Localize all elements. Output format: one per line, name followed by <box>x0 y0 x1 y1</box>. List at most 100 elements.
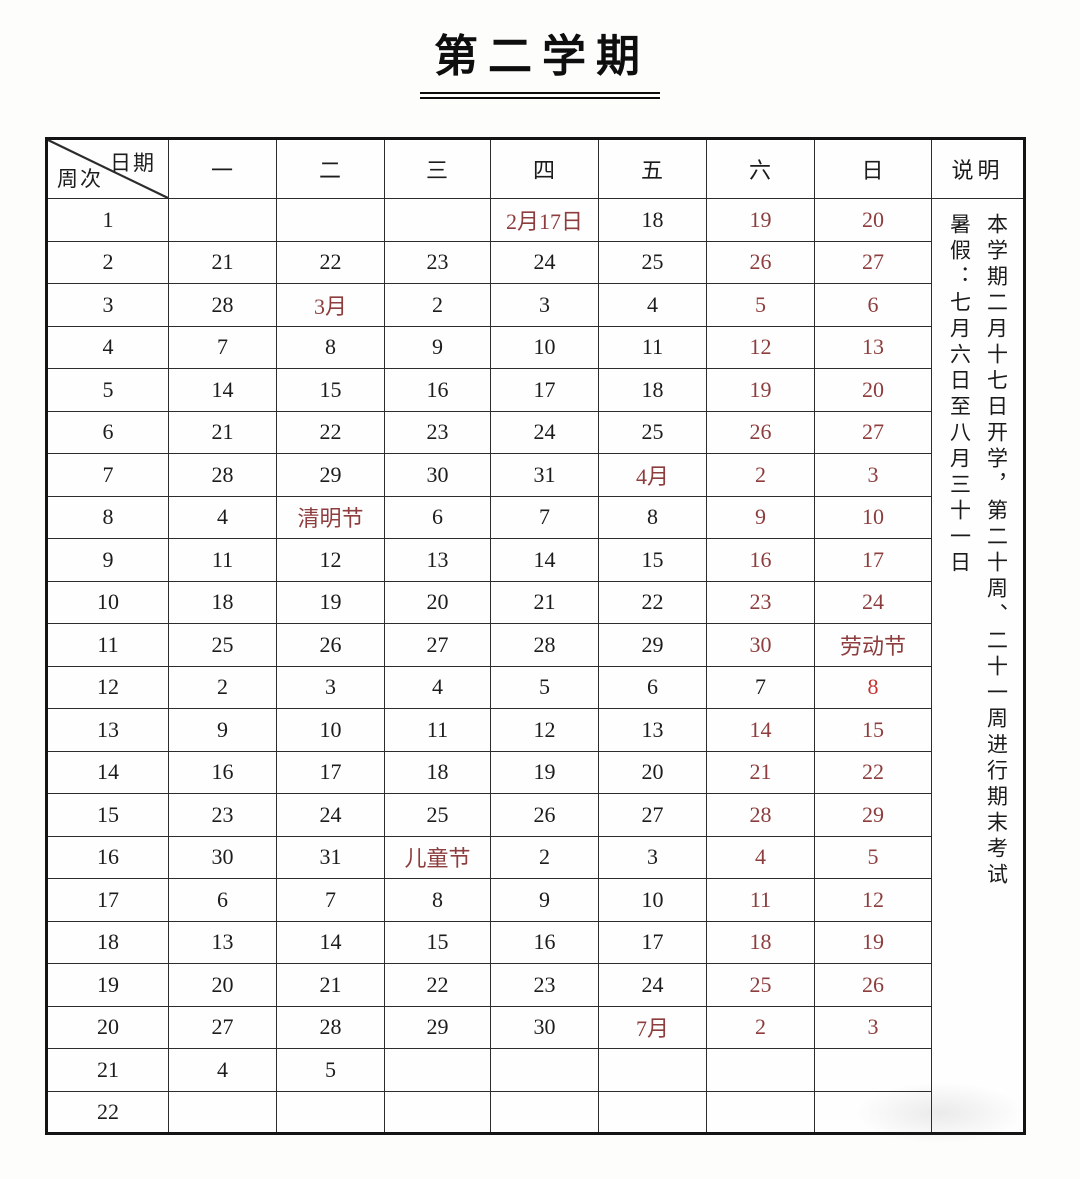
day-cell: 8 <box>598 495 707 539</box>
day-cell: 24 <box>490 410 599 454</box>
day-cell: 劳动节 <box>814 623 932 667</box>
day-cell: 18 <box>168 580 277 624</box>
day-cell: 20 <box>814 368 932 412</box>
day-cell: 12 <box>490 708 599 752</box>
week-number-cell: 18 <box>46 920 169 964</box>
day-cell: 10 <box>276 708 385 752</box>
table-row: 4 7 8 9 10 11 12 13 <box>46 325 1025 369</box>
day-cell <box>706 1048 815 1092</box>
day-cell <box>490 1090 599 1134</box>
table-row: 16 30 31 儿童节 2 3 4 5 <box>46 835 1025 879</box>
day-cell: 21 <box>490 580 599 624</box>
table-row: 18 13 14 15 16 17 18 19 <box>46 920 1025 964</box>
day-cell: 11 <box>598 325 707 369</box>
day-cell: 23 <box>168 793 277 837</box>
week-number-cell: 9 <box>46 538 169 582</box>
week-number-cell: 3 <box>46 283 169 327</box>
day-cell: 3 <box>276 665 385 709</box>
table-row: 6 21 22 23 24 25 26 27 <box>46 410 1025 454</box>
week-number-cell: 20 <box>46 1005 169 1049</box>
day-cell: 2 <box>706 1005 815 1049</box>
day-cell: 14 <box>706 708 815 752</box>
notes-header: 说明 <box>931 138 1025 199</box>
day-cell <box>168 198 277 242</box>
day-cell: 6 <box>814 283 932 327</box>
week-number-cell: 21 <box>46 1048 169 1092</box>
day-cell: 26 <box>276 623 385 667</box>
week-number-cell: 16 <box>46 835 169 879</box>
table-row: 2 21 22 23 24 25 26 27 <box>46 240 1025 284</box>
day-cell: 24 <box>598 963 707 1007</box>
day-cell: 清明节 <box>276 495 385 539</box>
day-cell: 2 <box>384 283 491 327</box>
day-cell: 11 <box>384 708 491 752</box>
table-row: 9 11 12 13 14 15 16 17 <box>46 538 1025 582</box>
day-cell: 2 <box>168 665 277 709</box>
day-cell: 30 <box>168 835 277 879</box>
week-number-cell: 13 <box>46 708 169 752</box>
diagonal-divider <box>48 140 168 198</box>
day-cell: 14 <box>168 368 277 412</box>
week-number-cell: 14 <box>46 750 169 794</box>
day-cell: 31 <box>276 835 385 879</box>
day-cell: 18 <box>598 368 707 412</box>
day-cell <box>384 198 491 242</box>
day-cell: 27 <box>814 240 932 284</box>
day-header-6: 六 <box>706 138 815 199</box>
day-cell: 27 <box>598 793 707 837</box>
notes-line: 暑假：七月六日至八月三十一日 <box>947 213 972 577</box>
day-cell: 26 <box>490 793 599 837</box>
day-cell <box>276 1090 385 1134</box>
day-cell: 11 <box>706 878 815 922</box>
day-cell: 21 <box>276 963 385 1007</box>
header-row: 日期 周次 一二三四五六日说明 <box>46 138 1025 199</box>
day-cell <box>706 1090 815 1134</box>
day-cell <box>598 1048 707 1092</box>
day-cell <box>598 1090 707 1134</box>
day-cell: 18 <box>384 750 491 794</box>
week-number-cell: 12 <box>46 665 169 709</box>
week-number-cell: 11 <box>46 623 169 667</box>
day-cell: 29 <box>384 1005 491 1049</box>
day-cell: 31 <box>490 453 599 497</box>
day-cell: 7 <box>168 325 277 369</box>
day-cell: 23 <box>384 410 491 454</box>
day-cell: 26 <box>814 963 932 1007</box>
day-cell: 9 <box>384 325 491 369</box>
day-cell: 7月 <box>598 1005 707 1049</box>
day-cell: 12 <box>706 325 815 369</box>
day-cell: 25 <box>598 410 707 454</box>
week-number-cell: 15 <box>46 793 169 837</box>
day-header-1: 一 <box>168 138 277 199</box>
day-cell: 22 <box>814 750 932 794</box>
table-row: 19 20 21 22 23 24 25 26 <box>46 963 1025 1007</box>
day-cell: 15 <box>598 538 707 582</box>
day-cell: 14 <box>276 920 385 964</box>
day-cell: 25 <box>384 793 491 837</box>
day-cell: 16 <box>706 538 815 582</box>
day-cell: 9 <box>706 495 815 539</box>
week-number-cell: 19 <box>46 963 169 1007</box>
day-header-7: 日 <box>814 138 932 199</box>
day-cell: 19 <box>276 580 385 624</box>
corner-label-date: 日期 <box>110 151 156 175</box>
day-cell: 6 <box>168 878 277 922</box>
day-cell: 20 <box>814 198 932 242</box>
day-cell: 24 <box>814 580 932 624</box>
day-cell: 22 <box>276 240 385 284</box>
day-cell: 29 <box>814 793 932 837</box>
table-row: 10 18 19 20 21 22 23 24 <box>46 580 1025 624</box>
corner-cell: 日期 周次 <box>46 138 169 199</box>
day-cell: 2 <box>490 835 599 879</box>
table-row: 17 6 7 8 9 10 11 12 <box>46 878 1025 922</box>
day-header-2: 二 <box>276 138 385 199</box>
table-row: 13 9 10 11 12 13 14 15 <box>46 708 1025 752</box>
week-number-cell: 5 <box>46 368 169 412</box>
day-cell: 16 <box>490 920 599 964</box>
day-cell <box>384 1048 491 1092</box>
table-row: 3 28 3月 2 3 4 5 6 <box>46 283 1025 327</box>
table-row: 1 2月17日 18 19 20 本学期二月十七日开学，第二十周、二十一周进行期末考试 暑假… <box>46 198 1025 1134</box>
table-row: 14 16 17 18 19 20 21 22 <box>46 750 1025 794</box>
day-cell: 3 <box>814 453 932 497</box>
day-cell: 4 <box>384 665 491 709</box>
